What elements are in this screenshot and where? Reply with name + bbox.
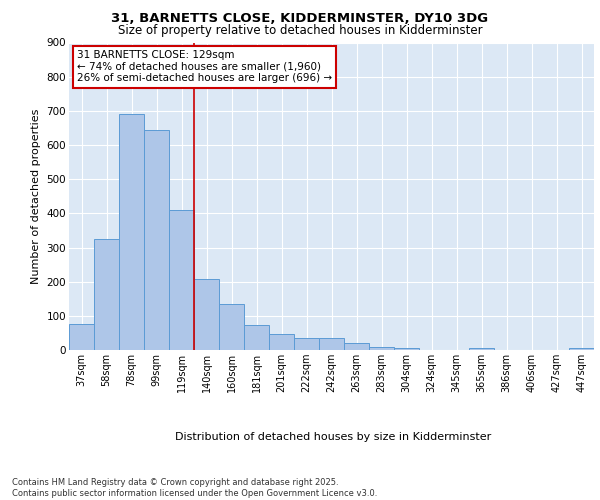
Bar [394,348,419,350]
Text: 31 BARNETTS CLOSE: 129sqm
← 74% of detached houses are smaller (1,960)
26% of se: 31 BARNETTS CLOSE: 129sqm ← 74% of detac… [77,50,332,84]
Bar [469,348,494,350]
Text: 31, BARNETTS CLOSE, KIDDERMINSTER, DY10 3DG: 31, BARNETTS CLOSE, KIDDERMINSTER, DY10 … [112,12,488,26]
Bar [344,343,369,350]
Bar [94,239,119,350]
Bar [319,338,344,350]
Bar [269,334,294,350]
Y-axis label: Number of detached properties: Number of detached properties [31,108,41,284]
Bar [369,346,394,350]
Bar [169,210,194,350]
Bar [119,114,144,350]
Bar [244,326,269,350]
Bar [69,324,94,350]
Bar [144,130,169,350]
Bar [569,348,594,350]
Bar [294,338,319,350]
Text: Contains HM Land Registry data © Crown copyright and database right 2025.
Contai: Contains HM Land Registry data © Crown c… [12,478,377,498]
Bar [219,304,244,350]
Text: Size of property relative to detached houses in Kidderminster: Size of property relative to detached ho… [118,24,482,37]
Bar [194,280,219,350]
Text: Distribution of detached houses by size in Kidderminster: Distribution of detached houses by size … [175,432,491,442]
